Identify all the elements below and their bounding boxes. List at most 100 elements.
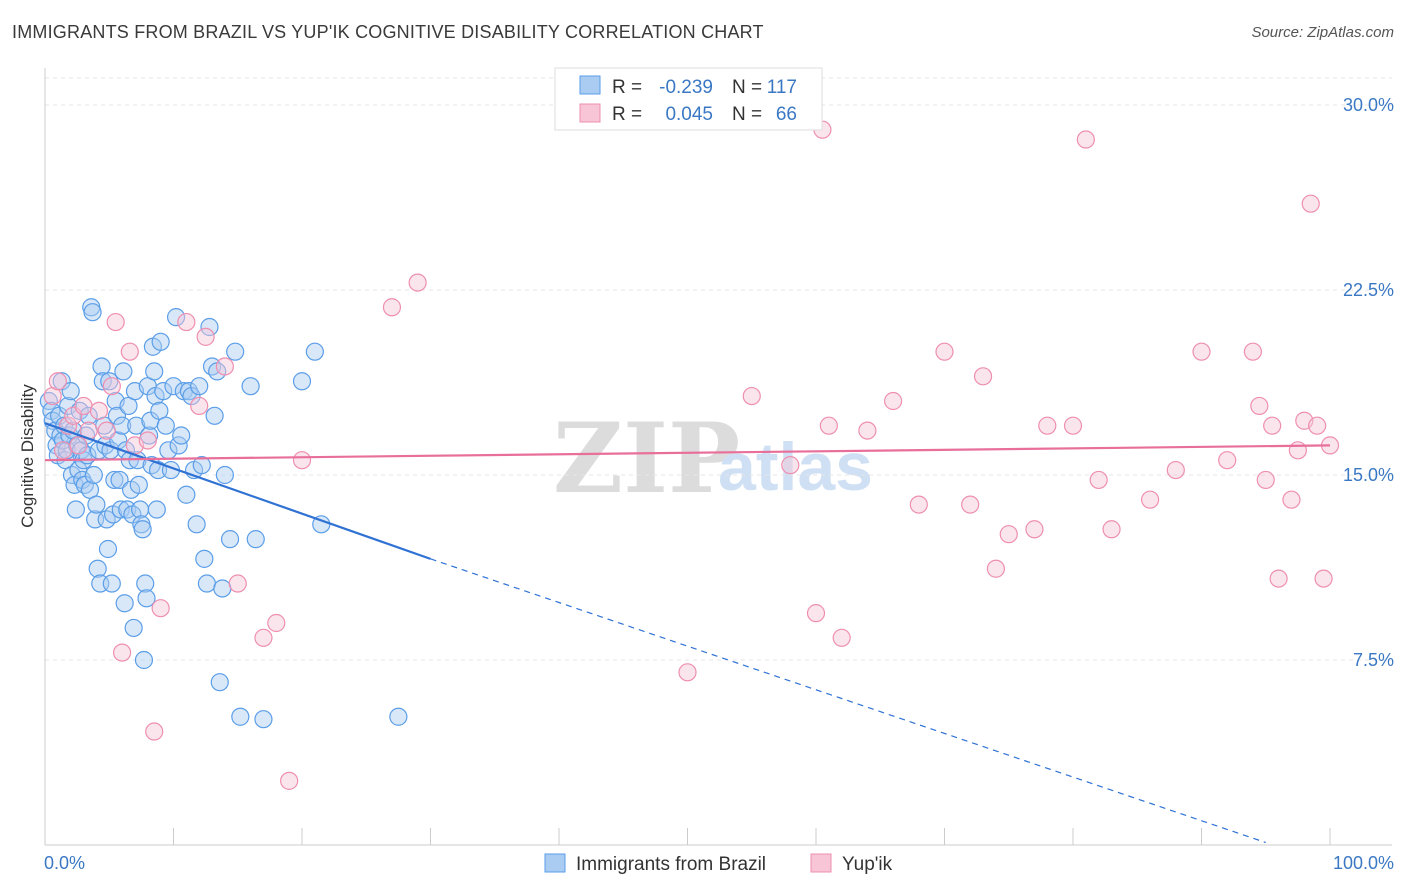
point-yupik bbox=[1301, 194, 1320, 213]
bottom-legend-label-yupik: Yup'ik bbox=[842, 854, 893, 875]
point-yupik bbox=[1269, 569, 1288, 588]
point-brazil bbox=[88, 559, 107, 578]
legend-n-value-brazil: 117 bbox=[767, 77, 797, 98]
x-tick-label-min: 0.0% bbox=[44, 853, 85, 873]
point-yupik bbox=[151, 599, 170, 618]
point-yupik bbox=[228, 574, 247, 593]
point-yupik bbox=[102, 377, 121, 396]
point-yupik bbox=[858, 421, 877, 440]
point-yupik bbox=[1263, 416, 1282, 435]
point-brazil bbox=[197, 574, 217, 593]
point-yupik bbox=[292, 451, 312, 470]
point-yupik bbox=[145, 722, 164, 741]
point-brazil bbox=[124, 618, 143, 638]
legend-n-label-yupik: N = bbox=[732, 104, 762, 125]
watermark-atlas: atlas bbox=[718, 429, 873, 505]
point-brazil bbox=[57, 441, 76, 460]
trend-lines bbox=[44, 422, 1331, 844]
point-yupik bbox=[138, 431, 157, 450]
legend-box: R = -0.239 N = 117 R = 0.045 N = 66 bbox=[554, 67, 823, 131]
point-brazil bbox=[145, 362, 164, 381]
point-brazil bbox=[66, 500, 85, 519]
point-yupik bbox=[883, 391, 903, 411]
bottom-legend-swatch-yupik bbox=[810, 853, 832, 873]
point-brazil bbox=[136, 574, 155, 593]
point-brazil bbox=[87, 495, 106, 514]
y-tick-label: 15.0% bbox=[1343, 465, 1394, 485]
point-brazil bbox=[292, 372, 312, 391]
point-yupik bbox=[382, 298, 402, 317]
point-brazil bbox=[115, 594, 134, 613]
legend-swatch-yupik bbox=[579, 103, 601, 123]
point-brazil bbox=[148, 460, 168, 480]
point-brazil bbox=[187, 515, 206, 534]
point-brazil bbox=[93, 372, 112, 391]
point-brazil bbox=[61, 382, 80, 401]
point-yupik bbox=[1250, 396, 1269, 416]
point-yupik bbox=[1025, 520, 1044, 539]
point-yupik bbox=[781, 456, 800, 475]
point-brazil bbox=[220, 530, 240, 549]
point-brazil bbox=[84, 465, 103, 485]
point-yupik bbox=[69, 436, 88, 455]
point-brazil bbox=[100, 372, 119, 391]
point-brazil bbox=[172, 426, 191, 445]
legend-r-label-brazil: R = bbox=[612, 77, 642, 98]
trend-line-brazil bbox=[44, 422, 431, 560]
point-brazil bbox=[226, 342, 245, 361]
point-brazil bbox=[105, 470, 124, 490]
point-yupik bbox=[106, 312, 125, 332]
point-yupik bbox=[215, 357, 234, 376]
point-brazil bbox=[92, 357, 111, 376]
point-brazil bbox=[215, 465, 234, 485]
point-yupik bbox=[1314, 569, 1333, 588]
point-brazil bbox=[305, 342, 324, 361]
point-yupik bbox=[935, 342, 954, 361]
point-yupik bbox=[1076, 130, 1095, 149]
point-yupik bbox=[999, 525, 1018, 544]
legend-r-label-yupik: R = bbox=[612, 104, 642, 125]
point-brazil bbox=[231, 707, 250, 726]
point-yupik bbox=[89, 401, 109, 420]
point-yupik bbox=[112, 643, 132, 662]
point-brazil bbox=[73, 470, 92, 490]
point-yupik bbox=[1166, 460, 1185, 480]
point-brazil bbox=[192, 456, 211, 475]
point-yupik bbox=[832, 628, 851, 647]
point-brazil bbox=[241, 377, 260, 396]
point-yupik bbox=[74, 396, 93, 416]
x-axis-ticks bbox=[44, 828, 1331, 845]
point-brazil bbox=[110, 470, 129, 490]
point-yupik bbox=[177, 312, 196, 332]
y-tick-labels: 7.5% 15.0% 22.5% 30.0% bbox=[1343, 95, 1394, 670]
point-yupik bbox=[961, 495, 980, 514]
point-brazil bbox=[200, 317, 219, 337]
point-brazil bbox=[154, 382, 173, 401]
point-brazil bbox=[107, 406, 127, 425]
point-brazil bbox=[210, 673, 229, 692]
point-yupik bbox=[973, 367, 993, 386]
point-brazil bbox=[246, 530, 265, 549]
point-brazil bbox=[134, 650, 154, 670]
point-yupik bbox=[1308, 416, 1327, 435]
point-brazil bbox=[213, 579, 232, 598]
y-axis-label: Cognitive Disability bbox=[18, 384, 37, 528]
point-yupik bbox=[1192, 342, 1211, 361]
point-yupik bbox=[196, 327, 215, 346]
point-yupik bbox=[1218, 451, 1237, 470]
point-brazil bbox=[151, 332, 170, 351]
bottom-legend-swatch-brazil bbox=[544, 853, 566, 873]
legend-swatch-brazil bbox=[579, 75, 601, 95]
point-brazil bbox=[114, 362, 133, 381]
point-brazil bbox=[129, 475, 148, 494]
series-yupik-points bbox=[43, 120, 1340, 790]
legend-r-value-brazil: -0.239 bbox=[659, 77, 713, 98]
point-brazil bbox=[137, 589, 156, 608]
y-tick-label: 7.5% bbox=[1353, 650, 1394, 670]
point-brazil bbox=[102, 574, 121, 593]
point-yupik bbox=[267, 613, 286, 633]
legend-n-label-brazil: N = bbox=[732, 77, 762, 98]
point-yupik bbox=[120, 342, 139, 361]
y-tick-label: 22.5% bbox=[1343, 280, 1394, 300]
point-yupik bbox=[986, 559, 1006, 578]
